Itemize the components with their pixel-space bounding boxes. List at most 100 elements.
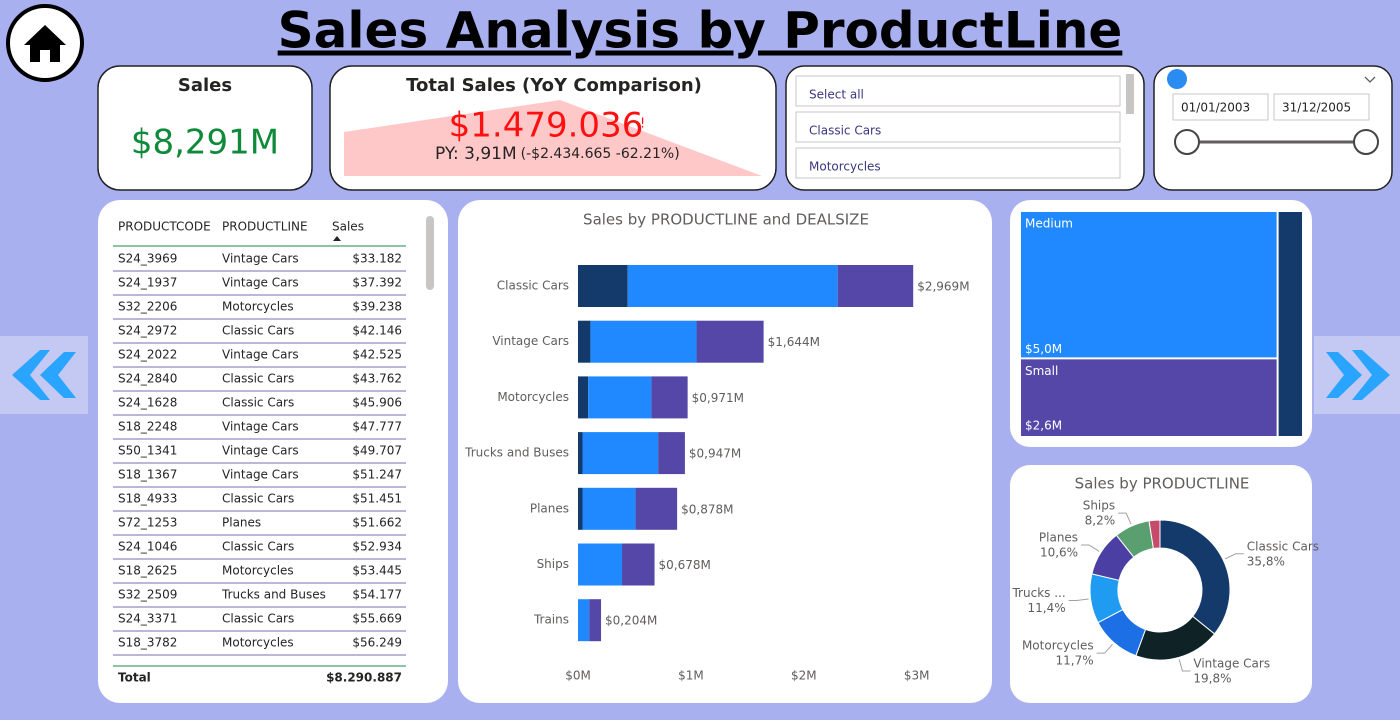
table-cell: S18_1367 [118, 468, 177, 482]
calendar-icon[interactable] [1167, 69, 1187, 89]
total-label: $2,969M [917, 280, 969, 294]
table-cell: $53.445 [352, 564, 402, 578]
y-tick-label: Ships [537, 557, 569, 571]
yoy-change: (-$2.434.665 -62.21%) [521, 146, 680, 162]
leader-line [1081, 544, 1100, 552]
table-cell: $56.249 [352, 636, 402, 650]
table-cell: Classic Cars [222, 396, 294, 410]
table-cell: S24_1046 [118, 540, 177, 554]
table-cell: S18_2625 [118, 564, 177, 578]
total-label: $0,947M [689, 447, 741, 461]
slicer-item[interactable] [795, 147, 1121, 179]
slice-label: Ships [1083, 499, 1115, 513]
page-title: Sales Analysis by ProductLine [278, 2, 1123, 60]
table-cell: Motorcycles [222, 636, 294, 650]
slice-label: Trucks ... [1011, 586, 1065, 600]
table-cell: Trucks and Buses [221, 588, 326, 602]
slice-value: 11,4% [1028, 601, 1066, 615]
table-cell: $47.777 [352, 420, 402, 434]
table-cell: S24_3371 [118, 612, 177, 626]
prev-button[interactable] [0, 336, 88, 414]
bar-segment [837, 265, 914, 307]
bar-segment [627, 265, 838, 307]
tile-value: $2,6M [1025, 419, 1062, 433]
card-title: Sales [178, 75, 232, 96]
y-tick-label: Motorcycles [497, 390, 569, 404]
table-cell: $39.238 [352, 300, 402, 314]
table-panel [98, 200, 448, 703]
table-cell: $54.177 [352, 588, 402, 602]
table-cell: S50_1341 [118, 444, 177, 458]
bar-segment [635, 487, 678, 530]
table-cell: Vintage Cars [222, 348, 299, 362]
slicer-item[interactable] [795, 75, 1121, 107]
y-tick-label: Trains [533, 613, 569, 627]
slicer-item-label: Select all [809, 88, 864, 102]
total-label: $0,971M [692, 391, 744, 405]
slider-handle[interactable] [1174, 129, 1200, 155]
table-cell: $51.451 [352, 492, 402, 506]
table-cell: $43.762 [352, 372, 402, 386]
alert-icon: ! [640, 117, 645, 132]
bar-segment [696, 320, 764, 363]
table-cell: S24_2022 [118, 348, 177, 362]
prior-year: PY: 3,91M [435, 144, 517, 164]
table-cell: Vintage Cars [222, 468, 299, 482]
slice-value: 8,2% [1085, 514, 1116, 528]
slicer-scrollbar[interactable] [1126, 74, 1134, 114]
bar-segment [578, 376, 589, 419]
table-cell: $52.934 [352, 540, 402, 554]
table-cell: Planes [222, 516, 261, 530]
slice-label: Planes [1039, 530, 1078, 544]
home-button[interactable] [6, 4, 84, 82]
leader-line [1118, 512, 1132, 525]
slicer-item[interactable] [795, 111, 1121, 143]
bar-segment [589, 599, 602, 642]
y-tick-label: Planes [530, 501, 569, 515]
table-cell: S24_1628 [118, 396, 177, 410]
table-cell: Classic Cars [222, 612, 294, 626]
chart-title: Sales by PRODUCTLINE [1075, 475, 1250, 493]
table-cell: Vintage Cars [222, 420, 299, 434]
bar-segment [578, 599, 590, 642]
table-cell: S18_4933 [118, 492, 177, 506]
y-tick-label: Trucks and Buses [464, 446, 569, 460]
bar-segment [582, 432, 659, 475]
card-value: $1.479.036 [449, 106, 644, 146]
end-date-box[interactable] [1273, 93, 1370, 121]
column-header: PRODUCTLINE [222, 220, 308, 234]
donut-slice [1148, 519, 1161, 550]
column-header: PRODUCTCODE [118, 220, 211, 234]
table-cell: S72_1253 [118, 516, 177, 530]
slider-handle[interactable] [1353, 129, 1379, 155]
bar-segment [622, 543, 655, 586]
next-button[interactable] [1314, 336, 1400, 414]
table-scrollbar[interactable] [426, 216, 434, 290]
table-cell: S18_2248 [118, 420, 177, 434]
x-tick-label: $1M [678, 669, 704, 683]
treemap-tile [1021, 359, 1277, 436]
table-cell: Classic Cars [222, 372, 294, 386]
table-cell: Classic Cars [222, 324, 294, 338]
treemap-tile [1021, 212, 1277, 358]
bar-segment [578, 320, 591, 363]
card-value: $8,291M [131, 123, 279, 163]
table-cell: S24_2840 [118, 372, 177, 386]
slice-value: 19,8% [1193, 671, 1231, 685]
table-cell: S32_2206 [118, 300, 177, 314]
table-cell: $42.146 [352, 324, 402, 338]
slice-label: Motorcycles [1022, 639, 1094, 653]
leader-line [1224, 553, 1244, 560]
column-header: Sales [332, 220, 364, 234]
table-cell: S24_2972 [118, 324, 177, 338]
treemap-tile [1278, 212, 1302, 436]
chevron[interactable] [1364, 76, 1376, 83]
table-cell: S24_1937 [118, 276, 177, 290]
donut-panel [1010, 465, 1312, 703]
bar-segment [578, 265, 628, 307]
bar-segment [578, 543, 623, 586]
start-date-box[interactable] [1172, 93, 1269, 121]
total-label: $0,678M [659, 558, 711, 572]
